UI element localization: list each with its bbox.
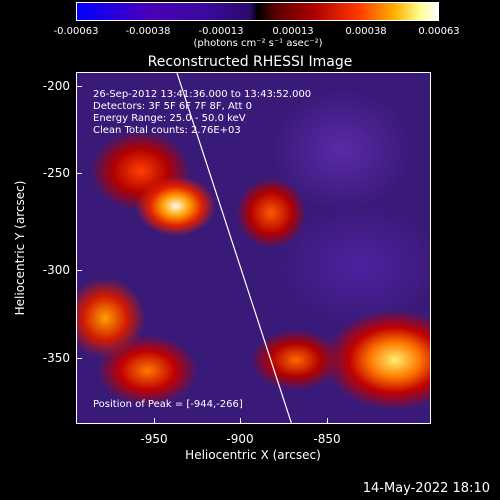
colorbar-tick-label: 0.00038 [345,26,387,37]
x-tick-label: -850 [313,432,341,446]
info-energy-range: Energy Range: 25.0 - 50.0 keV [93,113,246,124]
solar-limb-line [176,73,292,423]
info-time-range: 26-Sep-2012 13:41:36.000 to 13:43:52.000 [93,89,312,100]
x-tick-label: -900 [226,432,254,446]
colorbar-units: (photons cm⁻² s⁻¹ asec⁻²) [193,38,323,49]
y-tick [76,358,82,359]
image-plot[interactable]: 26-Sep-2012 13:41:36.000 to 13:43:52.000… [76,72,431,424]
y-tick [76,173,82,174]
x-tick [327,418,328,424]
plot-title: Reconstructed RHESSI Image [147,54,353,70]
colorbar-tick-label: -0.00013 [198,26,244,37]
colorbar-tick-label: -0.00063 [53,26,99,37]
y-tick-label: -200 [42,79,70,93]
colorbar-tick-label: 0.00063 [418,26,460,37]
colorbar-tick-label: 0.00013 [272,26,314,37]
x-tick [154,418,155,424]
y-tick [76,270,82,271]
info-peak-position: Position of Peak = [-944,-266] [93,399,243,410]
y-axis-label: Heliocentric Y (arcsec) [13,180,27,316]
x-tick [240,418,241,424]
timestamp-footer: 14-May-2022 18:10 [362,481,490,496]
y-tick [76,86,82,87]
y-tick-label: -300 [42,263,70,277]
y-tick-label: -350 [42,351,70,365]
x-axis-label: Heliocentric X (arcsec) [185,448,321,462]
y-tick-label: -250 [42,166,70,180]
x-tick-label: -950 [140,432,168,446]
info-clean-counts: Clean Total counts: 2.76E+03 [93,125,241,136]
info-detectors: Detectors: 3F 5F 6F 7F 8F, Att 0 [93,101,253,112]
colorbar [76,2,439,21]
colorbar-tick-label: -0.00038 [125,26,171,37]
